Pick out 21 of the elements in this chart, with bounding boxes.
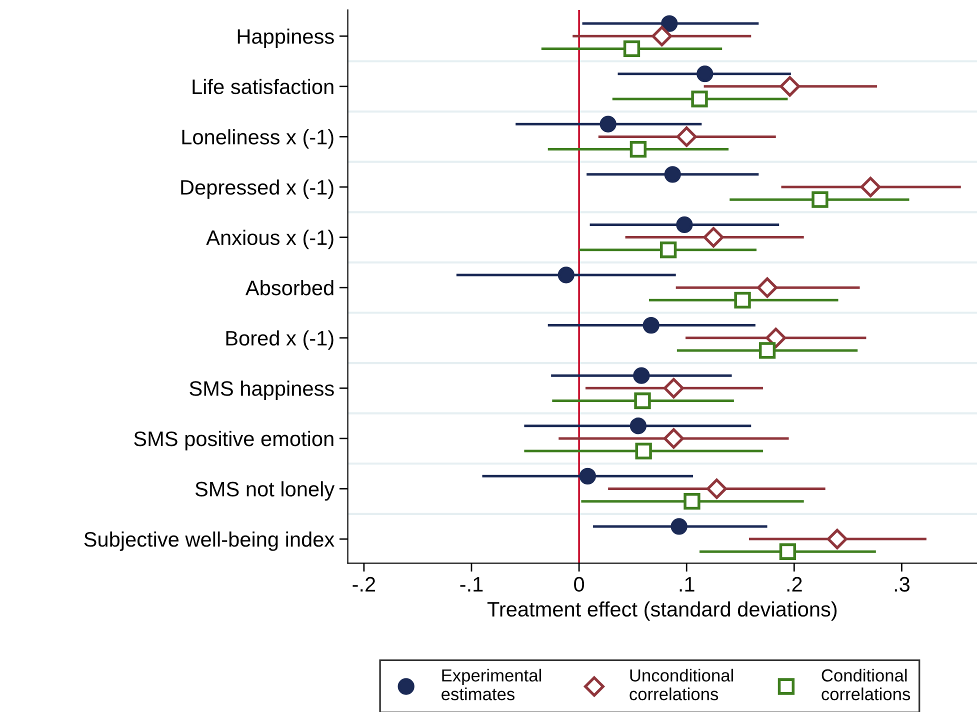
y-tick-label: Subjective well-being index (84, 532, 334, 551)
x-tick-label: .1 (680, 577, 694, 592)
x-axis-title: Treatment effect (standard deviations) (487, 601, 837, 621)
y-tick-label: Happiness (238, 28, 334, 48)
x-tick-label: .3 (894, 576, 910, 592)
x-tick-label: .2 (787, 576, 802, 592)
x-tick-label: -.1 (460, 577, 483, 592)
legend-label: Unconditional correlations (630, 668, 733, 700)
legend-label: Experimental estimates (442, 668, 541, 700)
y-tick-label: Anxious x (-1) (206, 230, 334, 250)
x-tick-label: -.2 (352, 576, 376, 592)
y-tick-label: SMS positive emotion (134, 430, 334, 450)
y-tick-label: SMS happiness (190, 380, 334, 400)
y-tick-label: Depressed x (-1) (181, 179, 334, 199)
y-tick-label: Life satisfaction (192, 78, 334, 94)
y-tick-label: Absorbed (245, 280, 334, 296)
legend-label: Conditional correlations (822, 668, 910, 700)
y-tick-label: SMS not lonely (195, 481, 335, 501)
y-tick-label: Loneliness x (-1) (182, 129, 334, 149)
y-tick-label: Bored x (-1) (226, 330, 334, 350)
x-tick-label: 0 (574, 576, 584, 592)
